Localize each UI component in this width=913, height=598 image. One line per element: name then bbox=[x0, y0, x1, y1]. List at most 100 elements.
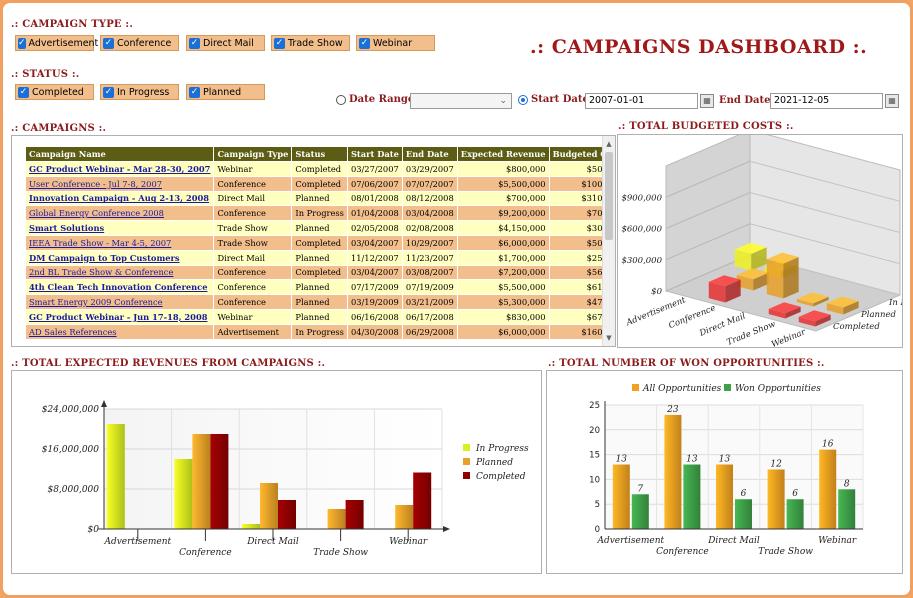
date-range-radio[interactable]: Date Range bbox=[336, 94, 414, 105]
calendar-icon[interactable]: ▦ bbox=[700, 94, 714, 108]
campaign-link[interactable]: AD Sales References bbox=[29, 326, 117, 337]
table-row: AD Sales References Advertisement In Progr… bbox=[25, 323, 603, 340]
table-cell: $50,000 bbox=[548, 234, 603, 251]
campaign-link[interactable]: GC Product Webinar - Mar 28-30, 2007 bbox=[29, 163, 211, 174]
table-cell: 03/04/2007 bbox=[346, 234, 403, 251]
table-cell: Planned bbox=[291, 190, 348, 207]
legend-swatch bbox=[463, 444, 470, 451]
table-cell: 11/23/2007 bbox=[401, 249, 458, 266]
checkbox-label: In Progress bbox=[117, 86, 170, 98]
table-cell: $4,150,000 bbox=[456, 220, 550, 236]
end-date-input[interactable]: 2021-12-05 bbox=[770, 93, 883, 109]
scroll-thumb[interactable] bbox=[605, 152, 613, 240]
table-cell: $7,200,000 bbox=[456, 264, 550, 281]
campaign-link[interactable]: Smart Solutions bbox=[29, 223, 105, 234]
table-cell: Completed bbox=[291, 161, 348, 177]
column-header[interactable]: Campaign Name bbox=[25, 146, 215, 162]
data-label: 7 bbox=[637, 484, 643, 494]
campaign-link[interactable]: User Conference - Jul 7-8, 2007 bbox=[29, 178, 162, 189]
column-header[interactable]: Campaign Type bbox=[213, 146, 293, 162]
table-cell: 07/19/2009 bbox=[401, 279, 458, 296]
start-date-input[interactable]: 2007-01-01 bbox=[585, 93, 698, 109]
y-tick-label: $300,000 bbox=[621, 256, 662, 266]
column-header[interactable]: Status bbox=[291, 146, 348, 162]
filter-checkbox-in-progress[interactable]: ✓ In Progress bbox=[100, 84, 179, 100]
filter-checkbox-planned[interactable]: ✓ Planned bbox=[186, 84, 265, 100]
bar-front bbox=[768, 308, 786, 319]
table-cell: GC Product Webinar - Mar 28-30, 2007 bbox=[25, 161, 215, 177]
checkmark-icon: ✓ bbox=[103, 86, 114, 98]
gridline bbox=[665, 160, 751, 198]
column-header[interactable]: Budgeted Cost bbox=[548, 146, 603, 162]
table-cell: $50,000 bbox=[548, 161, 603, 177]
campaign-link[interactable]: 2nd BL Trade Show & Conference bbox=[29, 267, 174, 278]
data-label: 12 bbox=[770, 459, 782, 469]
budget-bar bbox=[708, 275, 741, 303]
table-cell: $160,000 bbox=[548, 323, 603, 340]
bar-top bbox=[708, 275, 741, 287]
won-chart: 0 5 10 15 20 25 13 7 Advertisement 23 13 Conference… bbox=[589, 384, 864, 557]
filter-checkbox-direct-mail[interactable]: ✓ Direct Mail bbox=[186, 35, 265, 51]
table-cell: 02/05/2008 bbox=[346, 220, 403, 236]
budget-bar bbox=[796, 292, 829, 307]
checkmark-icon: ✓ bbox=[359, 37, 370, 49]
column-header[interactable]: Start Date bbox=[346, 146, 403, 162]
table-cell: $5,500,000 bbox=[456, 279, 550, 296]
y-tick-label: $8,000,000 bbox=[47, 485, 99, 495]
calendar-icon[interactable]: ▦ bbox=[885, 94, 899, 108]
campaign-link[interactable]: DM Campaign to Top Customers bbox=[29, 252, 180, 263]
campaign-link[interactable]: GC Product Webinar - Jun 17-18, 2008 bbox=[29, 311, 208, 322]
revenue-bar bbox=[278, 500, 296, 529]
bar-top bbox=[826, 296, 859, 308]
revenue-bar bbox=[327, 509, 346, 529]
won-chart-panel: 0 5 10 15 20 25 13 7 Advertisement 23 13 Conference… bbox=[546, 370, 903, 574]
table-cell: 4th Clean Tech Innovation Conference bbox=[25, 279, 215, 296]
budget-bar bbox=[826, 296, 859, 315]
table-cell: 2nd BL Trade Show & Conference bbox=[25, 264, 215, 281]
revenue-bar bbox=[192, 434, 211, 529]
campaign-link[interactable]: Innovation Campaign - Aug 2-13, 2008 bbox=[29, 193, 210, 204]
data-label: 13 bbox=[719, 455, 731, 465]
table-cell: Conference bbox=[213, 175, 293, 192]
filter-checkbox-completed[interactable]: ✓ Completed bbox=[15, 84, 94, 100]
table-scrollbar[interactable]: ▲ ▼ bbox=[602, 136, 615, 346]
campaign-link[interactable]: Global Energy Conference 2008 bbox=[29, 208, 164, 219]
campaign-link[interactable]: 4th Clean Tech Innovation Conference bbox=[29, 282, 208, 293]
table-cell: User Conference - Jul 7-8, 2007 bbox=[25, 175, 215, 192]
table-row: User Conference - Jul 7-8, 2007 Conferenc… bbox=[25, 175, 603, 192]
date-range-select[interactable]: ⌄ bbox=[410, 93, 512, 109]
budget-chart-title: .: TOTAL BUDGETED COSTS :. bbox=[618, 121, 794, 132]
filter-checkbox-webinar[interactable]: ✓ Webinar bbox=[356, 35, 435, 51]
column-header[interactable]: Expected Revenue bbox=[456, 146, 550, 162]
start-date-radio[interactable]: Start Date bbox=[518, 94, 589, 105]
table-cell: 04/30/2008 bbox=[346, 323, 403, 340]
scroll-up-icon[interactable]: ▲ bbox=[606, 140, 612, 148]
y-tick-label: 20 bbox=[589, 426, 600, 436]
filter-checkbox-advertisement[interactable]: ✓ Advertisement bbox=[15, 35, 98, 51]
legend-label: All Opportunities bbox=[642, 384, 722, 394]
y-tick-label: 10 bbox=[589, 475, 600, 485]
axis-arrow bbox=[101, 400, 107, 407]
filter-checkbox-conference[interactable]: ✓ Conference bbox=[100, 35, 179, 51]
bar-side bbox=[785, 306, 801, 319]
y-tick-label: $16,000,000 bbox=[42, 445, 100, 455]
table-row: GC Product Webinar - Jun 17-18, 2008 Webi… bbox=[25, 308, 603, 325]
legend-swatch bbox=[463, 472, 470, 479]
scroll-down-icon[interactable]: ▼ bbox=[606, 334, 612, 342]
table-cell: $6,000,000 bbox=[456, 234, 550, 251]
legend-swatch bbox=[463, 458, 470, 465]
bar-side bbox=[751, 247, 767, 271]
table-cell: $56,000 bbox=[548, 264, 603, 281]
bar-top bbox=[796, 292, 829, 304]
campaign-link[interactable]: Smart Energy 2009 Conference bbox=[29, 297, 163, 308]
filter-checkbox-trade-show[interactable]: ✓ Trade Show bbox=[271, 35, 350, 51]
campaign-link[interactable]: IEEA Trade Show - Mar 4-5, 2007 bbox=[29, 237, 172, 248]
table-cell: Planned bbox=[291, 220, 348, 236]
radio-unselected-icon bbox=[336, 94, 346, 105]
bar-top bbox=[736, 268, 769, 280]
column-header[interactable]: End Date bbox=[401, 146, 458, 162]
revenue-bar bbox=[106, 424, 125, 529]
table-cell: Global Energy Conference 2008 bbox=[25, 205, 215, 222]
start-date-label: Start Date bbox=[531, 94, 589, 105]
table-cell: Direct Mail bbox=[213, 190, 293, 207]
